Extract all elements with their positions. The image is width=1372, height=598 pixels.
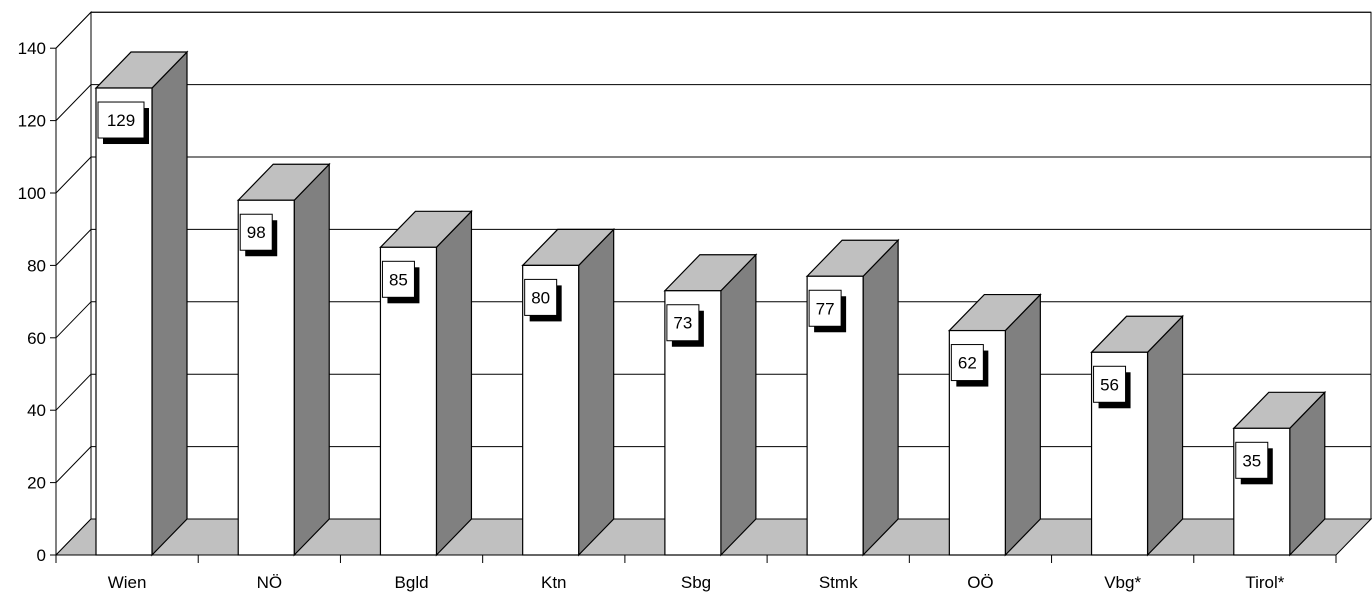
bar-side-face bbox=[578, 227, 615, 557]
bar-2 bbox=[236, 162, 331, 557]
gridline-side bbox=[55, 446, 92, 483]
data-label-4: 80 bbox=[524, 278, 562, 322]
x-tick-label: OÖ bbox=[967, 573, 993, 592]
data-label-box bbox=[239, 213, 273, 251]
bar-side-face bbox=[151, 50, 188, 557]
y-tick-label: 20 bbox=[27, 474, 46, 493]
data-label-text: 73 bbox=[673, 314, 692, 333]
data-label-text: 77 bbox=[816, 299, 835, 318]
y-tick-label: 120 bbox=[18, 112, 46, 131]
data-label-text: 85 bbox=[389, 270, 408, 289]
x-tick-label: Wien bbox=[108, 573, 147, 592]
data-label-box bbox=[1093, 365, 1127, 403]
data-label-box bbox=[381, 260, 415, 298]
data-label-2: 98 bbox=[239, 213, 278, 257]
data-label-box bbox=[666, 304, 700, 342]
bar-side-face bbox=[1004, 293, 1041, 557]
bar-side-face bbox=[720, 253, 757, 557]
bar-5 bbox=[663, 253, 758, 557]
y-axis-ticks: 0 20 40 60 80 100 120 140 bbox=[18, 39, 56, 565]
gridline-side bbox=[55, 301, 92, 339]
side-wall bbox=[55, 10, 92, 557]
x-tick-label: Ktn bbox=[541, 573, 567, 592]
data-label-8: 56 bbox=[1093, 365, 1131, 409]
data-label-text: 35 bbox=[1242, 451, 1261, 470]
x-tick-label: Bgld bbox=[395, 573, 429, 592]
data-label-box bbox=[524, 278, 558, 316]
data-label-text: 80 bbox=[531, 288, 550, 307]
bar-side-face bbox=[862, 238, 899, 557]
y-tick-label: 140 bbox=[18, 39, 46, 58]
data-label-3: 85 bbox=[381, 260, 420, 304]
gridline-side bbox=[55, 84, 92, 121]
data-labels: 129 98 85 80 73 77 62 56 35 bbox=[97, 101, 1273, 485]
gridline-side bbox=[55, 229, 92, 266]
x-tick-label: Tirol* bbox=[1245, 573, 1284, 592]
data-label-text: 62 bbox=[958, 354, 977, 373]
gridline-side bbox=[55, 373, 92, 411]
bar-side-face bbox=[1146, 314, 1184, 557]
gridline-side bbox=[55, 156, 92, 194]
y-tick-label: 80 bbox=[27, 256, 46, 275]
data-label-text: 98 bbox=[247, 223, 266, 242]
bar-front-face bbox=[95, 87, 153, 556]
y-tick-label: 40 bbox=[27, 401, 46, 420]
data-label-box bbox=[808, 289, 842, 327]
x-axis-ticks: Wien NÖ Bgld Ktn Sbg Stmk OÖ Vbg* Tirol* bbox=[55, 555, 1337, 592]
bar-6 bbox=[805, 238, 900, 557]
data-label-text: 129 bbox=[107, 111, 135, 130]
bar-front-face bbox=[237, 199, 295, 556]
bar-7 bbox=[947, 293, 1042, 557]
data-label-7: 62 bbox=[950, 344, 989, 387]
data-label-5: 73 bbox=[666, 304, 704, 347]
data-label-9: 35 bbox=[1235, 441, 1273, 485]
bar-side-face bbox=[293, 162, 330, 557]
data-label-box bbox=[97, 101, 145, 139]
x-tick-label: Sbg bbox=[681, 573, 711, 592]
data-label-text: 56 bbox=[1100, 375, 1119, 394]
x-tick-label: Stmk bbox=[819, 573, 858, 592]
bar-1 bbox=[94, 50, 189, 557]
y-tick-label: 60 bbox=[27, 329, 46, 348]
bar-4 bbox=[521, 227, 616, 557]
y-tick-label: 0 bbox=[37, 546, 46, 565]
bars bbox=[94, 50, 1327, 557]
gridline-side bbox=[55, 11, 92, 49]
data-label-6: 77 bbox=[808, 289, 847, 333]
bar-side-face bbox=[435, 209, 473, 557]
y-tick-label: 100 bbox=[18, 184, 46, 203]
bar-8 bbox=[1090, 314, 1184, 557]
x-tick-label: NÖ bbox=[257, 573, 283, 592]
data-label-box bbox=[1235, 441, 1269, 479]
data-label-box bbox=[950, 344, 984, 382]
data-label-1: 129 bbox=[97, 101, 149, 145]
x-tick-label: Vbg* bbox=[1104, 573, 1141, 592]
